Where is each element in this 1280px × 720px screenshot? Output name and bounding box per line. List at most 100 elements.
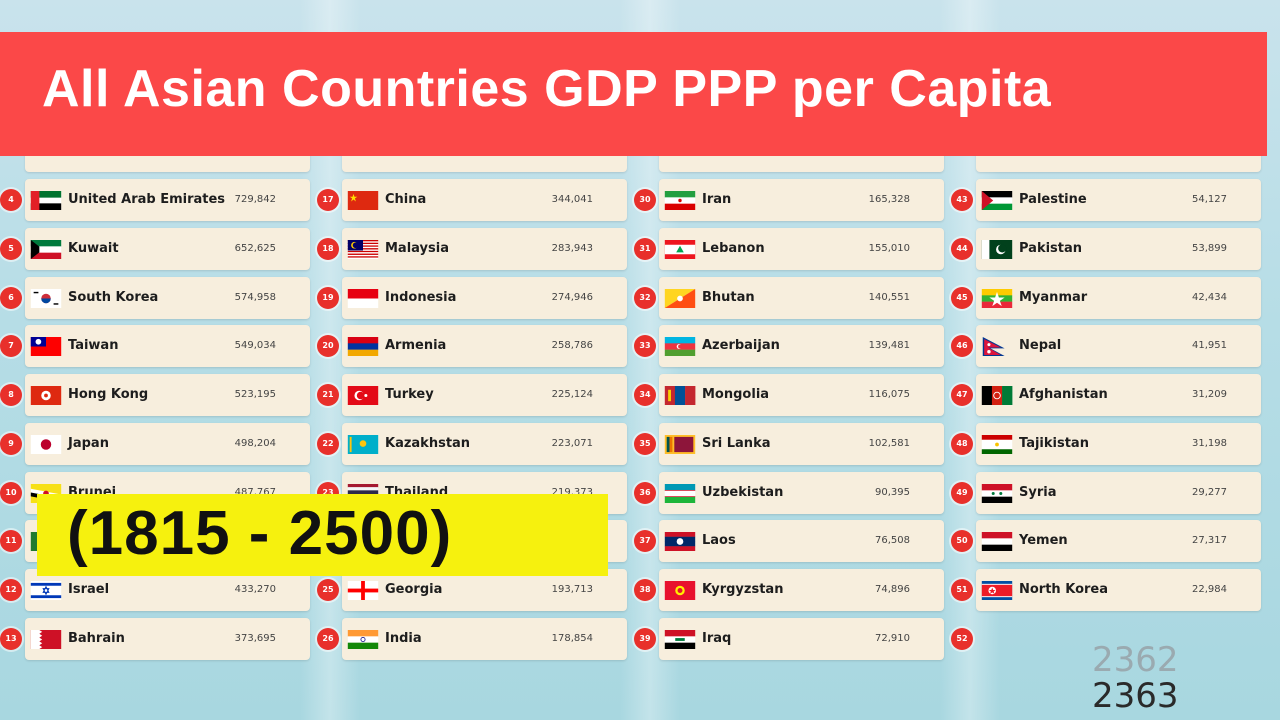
country-name: Turkey bbox=[385, 387, 434, 402]
gdp-value: 373,695 bbox=[234, 632, 276, 644]
table-row: South Korea 574,958 bbox=[25, 276, 310, 319]
table-row: Bahrain 373,695 bbox=[25, 617, 310, 660]
rank-badge: 52 bbox=[951, 627, 973, 650]
country-name: Pakistan bbox=[1019, 240, 1083, 256]
table-row: Kyrgyzstan 74,896 bbox=[659, 569, 944, 611]
rank-badge: 19 bbox=[317, 286, 339, 309]
country-name: Iraq bbox=[702, 630, 732, 646]
rank-badge: 38 bbox=[634, 579, 656, 601]
gdp-value: 549,034 bbox=[234, 340, 276, 352]
gdp-value: 193,713 bbox=[551, 584, 593, 595]
gdp-value: 139,481 bbox=[868, 340, 910, 352]
gdp-value: 498,204 bbox=[234, 437, 276, 449]
country-name: Iran bbox=[702, 192, 732, 207]
gdp-value: 27,317 bbox=[1192, 535, 1227, 547]
gdp-value: 283,943 bbox=[551, 242, 593, 254]
flag-icon-nepal bbox=[982, 337, 1005, 357]
title-banner: All Asian Countries GDP PPP per Capita bbox=[0, 32, 1267, 156]
table-row: India 178,854 bbox=[342, 617, 627, 660]
country-name: Mongolia bbox=[702, 387, 770, 402]
country-name: China bbox=[385, 192, 427, 207]
gdp-value: 652,625 bbox=[234, 242, 276, 254]
gdp-value: 31,198 bbox=[1192, 437, 1227, 449]
table-row: Sri Lanka 102,581 bbox=[659, 422, 944, 465]
flag-icon-georgia bbox=[347, 581, 379, 600]
rank-badge: 22 bbox=[317, 432, 339, 455]
country-name: Kuwait bbox=[68, 240, 119, 256]
table-row: Myanmar 42,434 bbox=[976, 276, 1261, 319]
flag-icon-azerbaijan bbox=[664, 337, 696, 357]
flag-icon-taiwan bbox=[30, 337, 62, 357]
years-range-box: (1815 - 2500) bbox=[37, 494, 608, 576]
rank-badge: 13 bbox=[0, 627, 22, 650]
flag-icon-india bbox=[347, 629, 379, 649]
rank-badge: 50 bbox=[951, 530, 973, 553]
rank-badge: 44 bbox=[951, 237, 973, 260]
table-row: Lebanon 155,010 bbox=[659, 227, 944, 270]
country-name: Tajikistan bbox=[1019, 435, 1089, 451]
flag-icon-japan bbox=[30, 434, 62, 454]
country-name: United Arab Emirates bbox=[68, 192, 226, 207]
flag-icon-palestine bbox=[981, 191, 1013, 210]
rank-badge: 48 bbox=[951, 432, 973, 455]
table-row: Kazakhstan 223,071 bbox=[342, 422, 627, 465]
country-name: Myanmar bbox=[1019, 289, 1088, 305]
rank-badge: 21 bbox=[317, 384, 339, 406]
rank-badge: 11 bbox=[0, 530, 22, 553]
table-row: Iran 165,328 bbox=[659, 179, 944, 221]
country-name: Kazakhstan bbox=[385, 435, 471, 451]
rank-badge: 34 bbox=[634, 384, 656, 406]
gdp-value: 433,270 bbox=[234, 584, 276, 595]
country-name: North Korea bbox=[1019, 582, 1108, 597]
gdp-value: 223,071 bbox=[551, 437, 593, 449]
table-row: Tajikistan 31,198 bbox=[976, 422, 1261, 465]
country-name: Japan bbox=[68, 435, 109, 451]
table-row: Yemen 27,317 bbox=[976, 520, 1261, 563]
rank-badge: 5 bbox=[0, 237, 22, 260]
flag-icon-indonesia bbox=[347, 288, 379, 308]
country-name: Sri Lanka bbox=[702, 435, 771, 451]
rank-badge: 36 bbox=[634, 481, 656, 504]
rank-badge: 6 bbox=[0, 286, 22, 309]
country-name: Hong Kong bbox=[68, 387, 149, 402]
flag-icon-kuwait bbox=[30, 239, 62, 259]
rank-badge: 17 bbox=[317, 189, 339, 211]
flag-icon-north-korea bbox=[981, 581, 1013, 600]
gdp-value: 54,127 bbox=[1192, 194, 1227, 205]
flag-icon-kyrgyzstan bbox=[664, 581, 696, 600]
table-row: Armenia 258,786 bbox=[342, 325, 627, 368]
rank-badge: 47 bbox=[951, 384, 973, 406]
page-title: All Asian Countries GDP PPP per Capita bbox=[42, 60, 1052, 118]
country-name: South Korea bbox=[68, 289, 159, 305]
gdp-value: 90,395 bbox=[875, 486, 910, 498]
flag-icon-pakistan bbox=[981, 239, 1013, 259]
rank-badge: 45 bbox=[951, 286, 973, 309]
flag-icon-turkey bbox=[347, 386, 379, 405]
country-name: Taiwan bbox=[68, 338, 119, 354]
flag-icon-iran bbox=[664, 191, 696, 210]
rank-badge: 18 bbox=[317, 237, 339, 260]
rank-badge: 32 bbox=[634, 286, 656, 309]
rank-badge: 46 bbox=[951, 335, 973, 358]
gdp-value: 165,328 bbox=[868, 194, 910, 205]
year-current: 2363 bbox=[1092, 676, 1179, 716]
gdp-value: 219,373 bbox=[551, 486, 593, 498]
country-name: Afghanistan bbox=[1019, 387, 1108, 402]
table-row: Japan 498,204 bbox=[25, 422, 310, 465]
rank-badge: 25 bbox=[317, 579, 339, 601]
country-name: Bhutan bbox=[702, 289, 755, 305]
flag-icon-armenia bbox=[347, 337, 379, 357]
table-row: Nepal 41,951 bbox=[976, 325, 1261, 368]
gdp-value: 42,434 bbox=[1192, 291, 1227, 303]
gdp-value: 31,209 bbox=[1192, 389, 1227, 400]
gdp-value: 729,842 bbox=[234, 194, 276, 205]
flag-icon-tajikistan bbox=[981, 434, 1013, 454]
rank-badge: 43 bbox=[951, 189, 973, 211]
gdp-value: 574,958 bbox=[234, 291, 276, 303]
table-row: Bhutan 140,551 bbox=[659, 276, 944, 319]
flag-icon-syria bbox=[981, 483, 1013, 503]
gdp-value: 116,075 bbox=[868, 389, 910, 400]
flag-icon-laos bbox=[664, 532, 696, 552]
country-name: Bahrain bbox=[68, 630, 125, 646]
table-row: Iraq 72,910 bbox=[659, 617, 944, 660]
